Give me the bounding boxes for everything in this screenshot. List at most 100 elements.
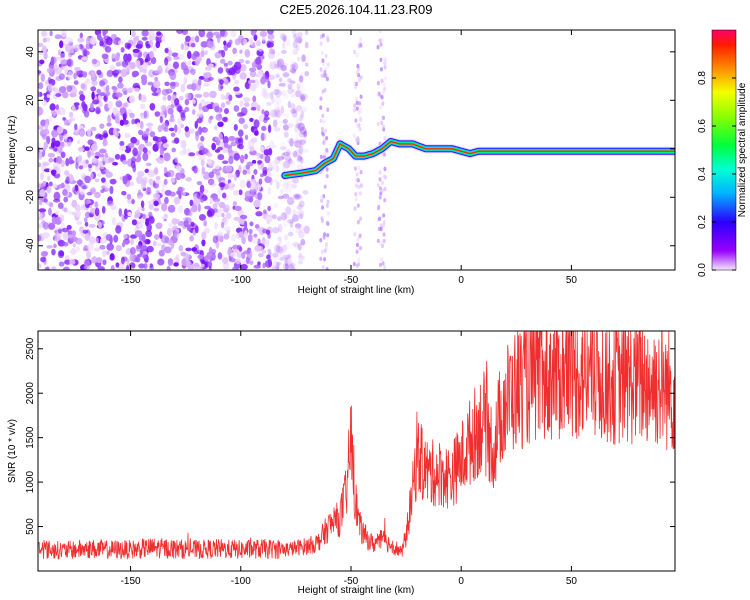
spectrogram-noise-cell bbox=[286, 137, 295, 144]
spectrogram-noise-cell bbox=[123, 101, 129, 108]
spectrogram-noise-cell bbox=[167, 94, 172, 101]
spectrogram-noise-cell bbox=[278, 257, 285, 261]
spectrogram-noise-cell bbox=[155, 40, 161, 49]
spectrogram-noise-cell bbox=[288, 80, 296, 85]
spectrogram-noise-cell bbox=[269, 140, 275, 150]
spectrogram-noise-cell bbox=[233, 216, 241, 222]
spectrogram-noise-cell bbox=[243, 124, 249, 130]
spectrogram-noise-cell bbox=[84, 175, 91, 184]
spectrogram-streak-cell bbox=[359, 75, 363, 80]
spectrogram-noise-cell bbox=[38, 143, 42, 147]
spectrogram-noise-cell bbox=[162, 143, 169, 149]
spectrogram-noise-cell bbox=[198, 214, 207, 221]
spectrogram-noise-cell bbox=[175, 254, 180, 262]
spectrogram-streak-cell bbox=[377, 216, 381, 222]
spectrogram-streak-cell bbox=[382, 124, 386, 129]
snr-y-tick-label: 2000 bbox=[25, 382, 36, 405]
spectrogram-noise-cell bbox=[193, 197, 201, 206]
spectrogram-noise-cell bbox=[38, 124, 44, 130]
spectrogram-noise-cell bbox=[247, 139, 255, 147]
spectrogram-noise-cell bbox=[79, 32, 84, 39]
spectrogram-noise-cell bbox=[245, 60, 250, 64]
spectrogram-noise-cell bbox=[264, 110, 270, 117]
spectrogram-noise-cell bbox=[293, 33, 297, 42]
spectrogram-noise-cell bbox=[142, 147, 148, 154]
spectrogram-noise-cell bbox=[214, 105, 220, 113]
spectrogram-marks bbox=[38, 30, 675, 270]
spectrogram-noise-cell bbox=[281, 244, 288, 253]
spectrogram-noise-cell bbox=[190, 53, 197, 60]
spectrogram-noise-cell bbox=[299, 194, 303, 200]
spectrogram-noise-cell bbox=[106, 122, 112, 127]
spectrogram-noise-cell bbox=[261, 109, 265, 115]
spectrogram-noise-cell bbox=[38, 70, 42, 75]
spectrogram-noise-cell bbox=[244, 134, 249, 141]
spectrogram-streak-cell bbox=[319, 67, 323, 72]
spectrogram-noise-cell bbox=[297, 260, 303, 265]
spectrogram-streak-cell bbox=[353, 166, 357, 171]
spectrogram-noise-cell bbox=[272, 119, 278, 128]
spectrogram-noise-cell bbox=[94, 207, 100, 217]
spectrogram-noise-cell bbox=[237, 138, 242, 143]
spectrogram-noise-cell bbox=[133, 87, 140, 92]
spectrogram-noise-cell bbox=[276, 58, 285, 68]
spectrogram-streak-cell bbox=[325, 173, 329, 179]
spectrogram-noise-cell bbox=[271, 97, 276, 104]
spectrogram-noise-cell bbox=[148, 178, 154, 186]
spectrogram-noise-cell bbox=[259, 173, 264, 178]
spectrogram-noise-cell bbox=[236, 251, 243, 259]
spectrogram-streak-cell bbox=[323, 140, 327, 145]
spectrogram-noise-cell bbox=[232, 201, 238, 207]
spectrogram-noise-cell bbox=[58, 261, 65, 267]
spectrogram-noise-cell bbox=[115, 92, 123, 98]
spectrogram-noise-cell bbox=[50, 141, 55, 149]
spectrogram-noise-cell bbox=[262, 209, 267, 214]
spectrogram-noise-cell bbox=[105, 84, 110, 92]
spectrogram-noise-cell bbox=[131, 30, 136, 38]
spectrogram-noise-cell bbox=[115, 245, 122, 252]
spectrogram-streak-cell bbox=[379, 57, 383, 63]
spectrogram-noise-cell bbox=[75, 69, 80, 77]
spectrogram-noise-cell bbox=[222, 216, 227, 224]
spectrogram-noise-cell bbox=[290, 265, 296, 270]
spectrogram-noise-cell bbox=[273, 126, 281, 132]
spectrogram-noise-cell bbox=[297, 210, 305, 218]
spectrogram-noise-cell bbox=[290, 183, 298, 189]
spectrogram-noise-cell bbox=[212, 235, 219, 244]
spectrogram-noise-cell bbox=[206, 210, 213, 218]
spectrogram-streak-cell bbox=[358, 126, 362, 132]
spectrogram-noise-cell bbox=[249, 70, 257, 78]
spectrogram-noise-cell bbox=[106, 200, 114, 207]
spectrogram-noise-cell bbox=[207, 152, 213, 158]
spectrogram-noise-cell bbox=[217, 67, 224, 74]
spectrogram-noise-cell bbox=[297, 154, 302, 161]
spectrogram-noise-cell bbox=[174, 124, 178, 133]
spectrogram-noise-cell bbox=[295, 156, 302, 163]
spectrogram-noise-cell bbox=[130, 234, 138, 239]
spectrogram-noise-cell bbox=[69, 258, 76, 266]
spectrogram-noise-cell bbox=[186, 224, 192, 232]
spectrogram-noise-cell bbox=[50, 56, 55, 66]
spectrogram-noise-cell bbox=[125, 265, 130, 270]
spectrogram-noise-cell bbox=[279, 213, 286, 221]
spectrogram-noise-cell bbox=[233, 105, 240, 112]
spectrogram-noise-cell bbox=[141, 30, 149, 37]
spectrogram-noise-cell bbox=[273, 244, 281, 253]
spectrogram-noise-cell bbox=[136, 122, 141, 128]
spectrogram-noise-cell bbox=[286, 180, 292, 188]
spectrogram-noise-cell bbox=[182, 191, 186, 197]
spectrogram-noise-cell bbox=[257, 261, 261, 266]
colorbar-ticks: 0.0 0.2 0.4 0.6 0.8 bbox=[697, 71, 736, 277]
spectrogram-noise-cell bbox=[225, 212, 232, 220]
spectrogram-noise-cell bbox=[123, 214, 128, 220]
spectrogram-streak-cell bbox=[378, 177, 382, 182]
spectrogram-noise-cell bbox=[295, 90, 302, 98]
spectrogram-streak-cell bbox=[321, 58, 325, 63]
spectrogram-noise-cell bbox=[66, 210, 74, 215]
spectrogram-noise-cell bbox=[180, 43, 185, 50]
spectrogram-noise-cell bbox=[170, 132, 176, 137]
spectrogram-noise-cell bbox=[279, 32, 286, 40]
spectrogram-noise-cell bbox=[223, 62, 228, 67]
spectrogram-streak-cell bbox=[381, 243, 385, 249]
spectrogram-noise-cell bbox=[86, 78, 90, 83]
